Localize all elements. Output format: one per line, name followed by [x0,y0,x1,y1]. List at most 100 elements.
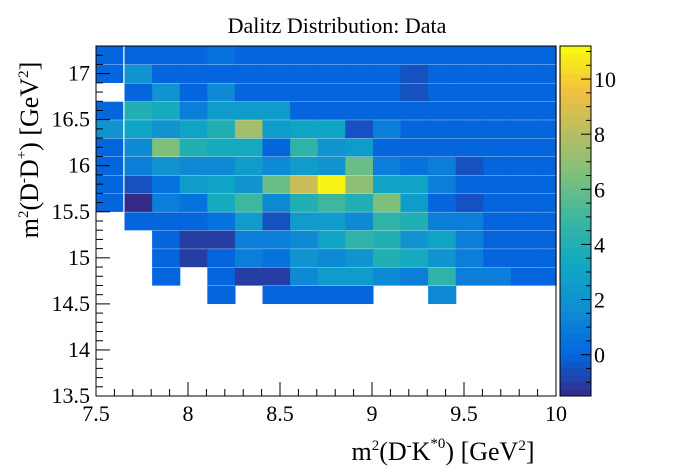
heatmap-cell [207,156,236,176]
y-tick-label: 14 [68,337,90,362]
heatmap-cell [290,212,319,231]
heatmap-cell [179,138,208,157]
heatmap-cell [262,83,291,102]
heatmap-cell [262,46,291,65]
heatmap-cell [317,156,346,176]
heatmap-cell [455,83,484,102]
colorbar-segment [560,67,591,75]
colorbar-segment [560,270,591,278]
colorbar-frame [559,45,592,397]
heatmap-cell [179,120,208,139]
heatmap-cell [510,83,540,102]
heatmap-cell [455,64,484,83]
heatmap-cell [124,64,153,83]
heatmap-cell [207,120,236,139]
heatmap-cell [290,249,319,268]
colorbar-segment [560,88,591,96]
heatmap-cell [207,249,236,268]
chart-title: Dalitz Distribution: Data [228,13,447,38]
heatmap-cell [428,230,457,249]
heatmap-cell [179,175,208,194]
heatmap-cell [290,193,319,212]
colorbar-tick-label: 8 [594,122,605,147]
heatmap-cell [179,193,208,212]
heatmap-cell [234,120,264,139]
heatmap-cell [372,46,402,65]
heatmap-cell [317,101,346,120]
heatmap-cell [179,101,208,120]
heatmap-cell [400,267,429,286]
heatmap-cell [152,83,181,102]
colorbar-segment [560,81,591,89]
heatmap-cell [400,193,429,212]
heatmap-cell [510,175,540,194]
heatmap-cell [455,120,484,139]
colorbar-segment [560,179,591,187]
colorbar-segment [560,228,591,236]
heatmap-cell [538,83,557,102]
colorbar-segment [560,116,591,124]
colorbar-segment [560,123,591,131]
heatmap-cell [207,230,236,249]
heatmap-cell [510,156,540,176]
heatmap-cell [455,101,484,120]
heatmap-cell [152,101,181,120]
colorbar-segment [560,137,591,145]
heatmap-cell [538,156,557,176]
heatmap-cell [152,138,181,157]
heatmap-cell [400,175,429,194]
heatmap-cell [234,46,264,65]
x-label-sup1: 2 [372,438,380,454]
heatmap-cell [428,101,457,120]
heatmap-cell [428,83,457,102]
heatmap-cell [428,138,457,157]
heatmap-cell [152,175,181,194]
heatmap-cell [455,156,484,176]
heatmap-cell [290,46,319,65]
heatmap-cell [207,101,236,120]
heatmap-cell [428,285,457,305]
y-label-close: ) [GeV [15,78,44,151]
heatmap-cell [345,175,374,194]
heatmap-cell [483,120,512,139]
heatmap-cell [510,212,540,231]
x-tick-label: 9.5 [450,401,478,426]
colorbar-tick-label: 0 [594,343,605,368]
heatmap-cell [483,193,512,212]
heatmap-cell [152,267,181,286]
heatmap-cell [262,267,291,286]
heatmap-cell [152,230,181,249]
heatmap-cell [317,193,346,212]
y-label-end: ] [15,62,44,71]
heatmap-cell [483,212,512,231]
heatmap-cell [483,64,512,83]
heatmap-cell [179,46,208,65]
heatmap-cell [152,120,181,139]
heatmap-cell [483,101,512,120]
colorbar-segment [560,186,591,194]
heatmap-cell [483,267,512,286]
colorbar-segment [560,102,591,110]
colorbar-tick-label: 6 [594,177,605,202]
x-tick-label: 8 [183,401,194,426]
heatmap-cell [455,267,484,286]
y-axis: 13.5 14 14.5 15 15.5 16 16.5 17 [52,45,110,408]
heatmap-cell [455,230,484,249]
heatmap-cell [179,212,208,231]
heatmap-cell [345,230,374,249]
heatmap-cell [179,249,208,268]
heatmap-cell [372,120,402,139]
heatmap-cell [96,46,124,65]
y-tick-label: 15 [68,245,90,270]
heatmap-cell [262,175,291,194]
heatmap-cell [345,249,374,268]
heatmap-cell [510,138,540,157]
colorbar-segment [560,326,591,334]
heatmap-cell [483,138,512,157]
heatmap-cell [317,175,346,194]
heatmap-cell [152,193,181,212]
heatmap-cell [290,285,319,305]
heatmap-cell [290,267,319,286]
heatmap-cell [207,138,236,157]
colorbar-segment [560,221,591,229]
